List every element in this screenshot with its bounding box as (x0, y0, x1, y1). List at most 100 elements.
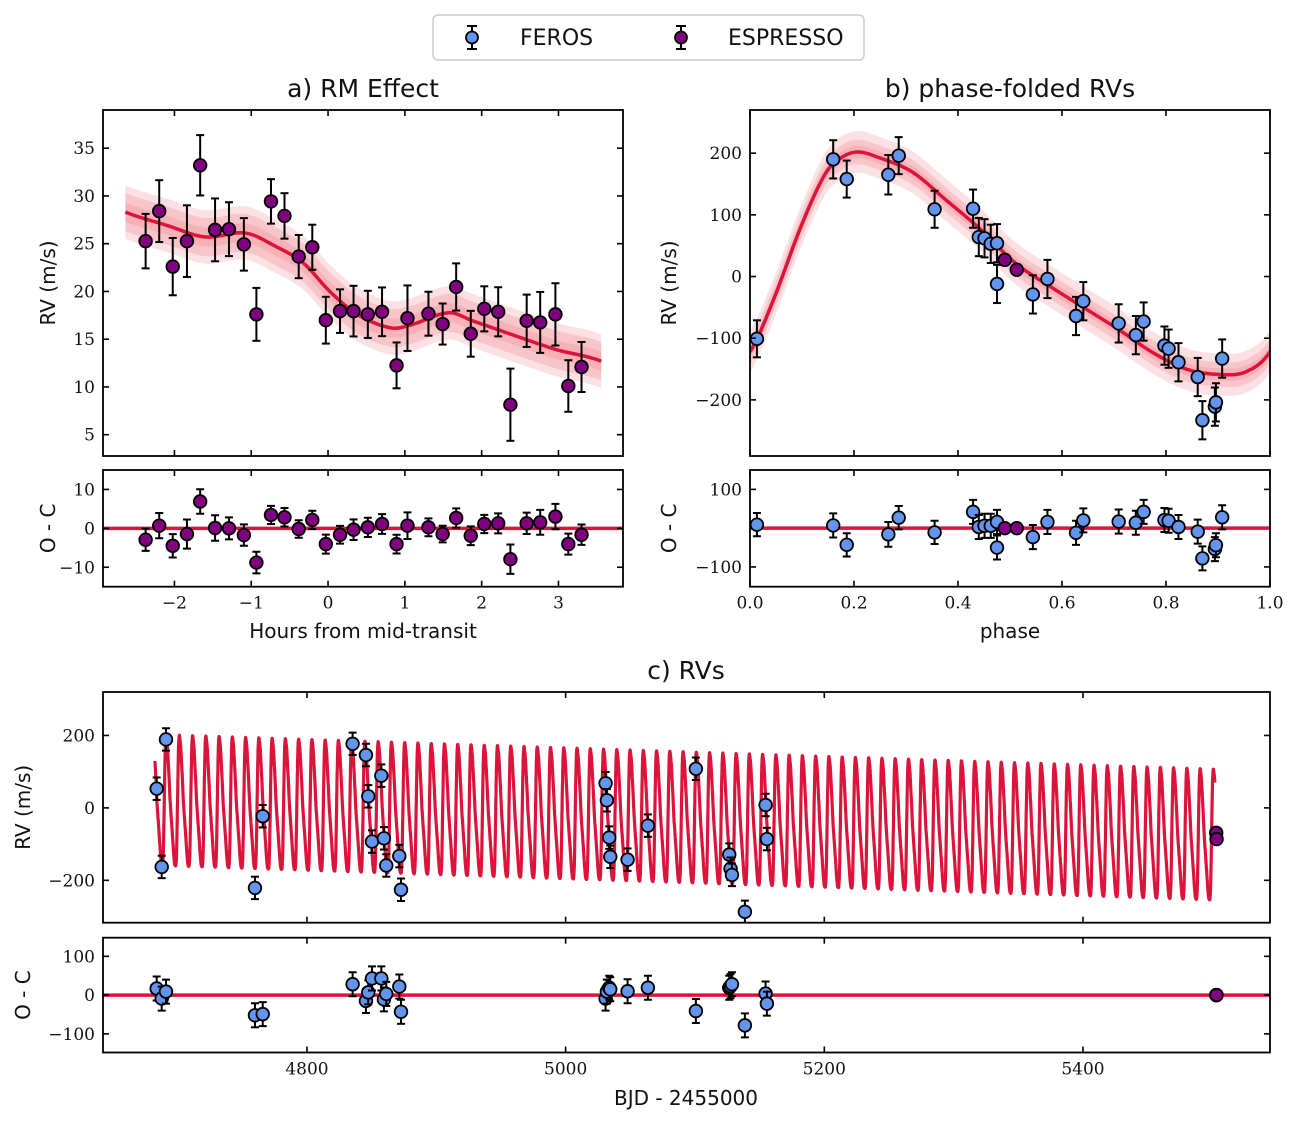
data-point (1195, 400, 1210, 441)
marker-espresso (152, 518, 167, 533)
marker-espresso (263, 507, 279, 523)
marker-espresso (318, 536, 334, 552)
marker-espresso (532, 515, 548, 530)
data-point (881, 154, 896, 196)
y-tick-label: 100 (710, 206, 742, 226)
marker-feros (640, 980, 656, 995)
data-point (477, 513, 492, 535)
data-point (1214, 338, 1230, 379)
data-point (737, 899, 753, 923)
x-tick-label: 3 (553, 594, 564, 614)
marker-espresso (1209, 987, 1224, 1003)
marker-espresso (138, 532, 153, 547)
x-axis-label: phase (980, 619, 1040, 643)
data-point (346, 518, 361, 541)
data-point (345, 971, 360, 998)
main-plot-area (750, 131, 1270, 441)
marker-feros (154, 859, 169, 875)
data-point (759, 990, 775, 1017)
marker-espresso (249, 307, 264, 322)
data-point (1111, 303, 1126, 344)
y-tick-label: −200 (48, 871, 95, 891)
data-point (179, 518, 195, 550)
residual-series-feros (750, 498, 1230, 572)
x-tick-label: 5000 (544, 1060, 587, 1080)
data-point (305, 509, 320, 531)
marker-feros (376, 831, 392, 846)
marker-espresso (138, 233, 153, 249)
marker-espresso (374, 516, 390, 532)
data-point (154, 854, 169, 880)
marker-espresso (332, 303, 348, 319)
data-point (1171, 513, 1186, 541)
legend-label-feros: FEROS (520, 26, 593, 51)
y-tick-label: 10 (73, 378, 95, 398)
residual-frame (749, 469, 1271, 588)
data-point (561, 359, 576, 413)
data-point (477, 285, 492, 333)
data-point (247, 875, 263, 901)
data-point (1161, 507, 1176, 534)
data-point (345, 731, 360, 757)
data-point (236, 217, 252, 272)
data-point (360, 289, 376, 339)
data-point (599, 788, 615, 813)
data-point (291, 519, 306, 539)
data-point (519, 511, 534, 535)
marker-feros (1128, 327, 1144, 343)
data-point (358, 742, 374, 768)
marker-feros (1136, 314, 1151, 329)
marker-espresso (532, 315, 548, 330)
x-tick-label: 0.4 (944, 594, 971, 614)
marker-espresso (463, 528, 478, 543)
marker-espresso (389, 536, 404, 552)
data-point (379, 980, 394, 1007)
data-point (548, 282, 563, 347)
data-point (1040, 508, 1055, 535)
marker-feros (759, 831, 775, 847)
marker-feros (361, 789, 376, 804)
data-point (318, 295, 334, 345)
legend-item-feros: FEROS (465, 25, 593, 51)
data-point (152, 512, 167, 540)
marker-feros (688, 761, 704, 776)
marker-feros (722, 847, 737, 862)
marker-feros (1076, 513, 1091, 528)
data-point (277, 192, 292, 240)
data-point (603, 976, 618, 1003)
data-point (361, 784, 376, 809)
marker-feros (989, 540, 1005, 555)
marker-espresso (360, 307, 376, 322)
y-tick-label: −100 (695, 329, 742, 349)
marker-feros (598, 776, 613, 791)
data-point (448, 262, 464, 312)
data-point (688, 756, 704, 782)
data-point (490, 286, 506, 338)
marker-espresso (477, 301, 492, 317)
marker-feros (158, 984, 174, 999)
data-point (249, 550, 264, 575)
data-point (207, 197, 223, 263)
marker-feros (374, 768, 389, 783)
marker-espresso (318, 312, 334, 328)
data-point (192, 488, 208, 515)
marker-feros (602, 830, 617, 845)
marker-feros (891, 510, 906, 525)
data-point (724, 971, 740, 998)
data-point (389, 533, 404, 555)
data-point (519, 293, 534, 348)
data-point (989, 534, 1005, 561)
marker-espresso (165, 259, 180, 274)
x-tick-label: 4800 (285, 1060, 328, 1080)
y-tick-label: 0 (731, 268, 742, 288)
marker-feros (881, 527, 896, 542)
marker-feros (392, 848, 407, 864)
x-axis-label: Hours from mid-transit (249, 619, 477, 643)
data-point (392, 843, 407, 869)
y-tick-label: 25 (73, 235, 95, 255)
marker-feros (1195, 551, 1210, 566)
residual-y-axis-label: O - C (36, 504, 60, 554)
marker-espresso (277, 510, 292, 525)
data-point (891, 505, 906, 531)
data-point (332, 524, 348, 545)
